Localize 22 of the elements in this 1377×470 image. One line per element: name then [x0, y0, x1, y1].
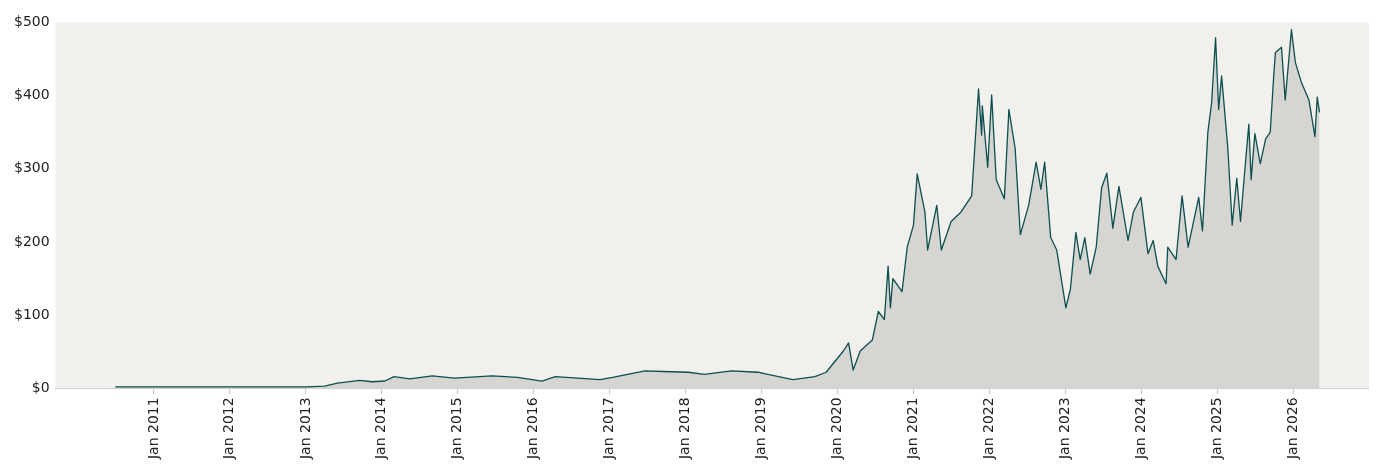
x-tick-label: Jan 2013 — [296, 397, 313, 461]
y-tick-label: $200 — [13, 232, 50, 249]
y-tick-label: $0 — [31, 378, 50, 395]
x-tick-label: Jan 2018 — [676, 397, 693, 461]
x-tick-label: Jan 2014 — [372, 397, 389, 461]
y-tick-label: $100 — [13, 305, 50, 322]
y-tick-label: $300 — [13, 159, 50, 176]
x-tick-label: Jan 2020 — [828, 397, 845, 461]
x-tick-label: Jan 2021 — [904, 397, 921, 461]
x-tick-label: Jan 2016 — [524, 397, 541, 461]
x-tick-label: Jan 2025 — [1207, 397, 1224, 461]
x-tick-label: Jan 2017 — [600, 397, 617, 461]
x-tick-label: Jan 2023 — [1055, 397, 1072, 461]
x-tick-label: Jan 2024 — [1131, 397, 1148, 461]
x-tick-label: Jan 2012 — [220, 397, 237, 461]
y-tick-label: $400 — [13, 86, 50, 103]
x-tick-label: Jan 2026 — [1283, 397, 1300, 461]
y-tick-label: $500 — [13, 13, 50, 30]
x-tick-label: Jan 2022 — [980, 397, 996, 461]
x-tick-label: Jan 2011 — [144, 397, 161, 461]
x-tick-label: Jan 2019 — [752, 397, 769, 461]
x-tick-label: Jan 2015 — [448, 397, 465, 461]
